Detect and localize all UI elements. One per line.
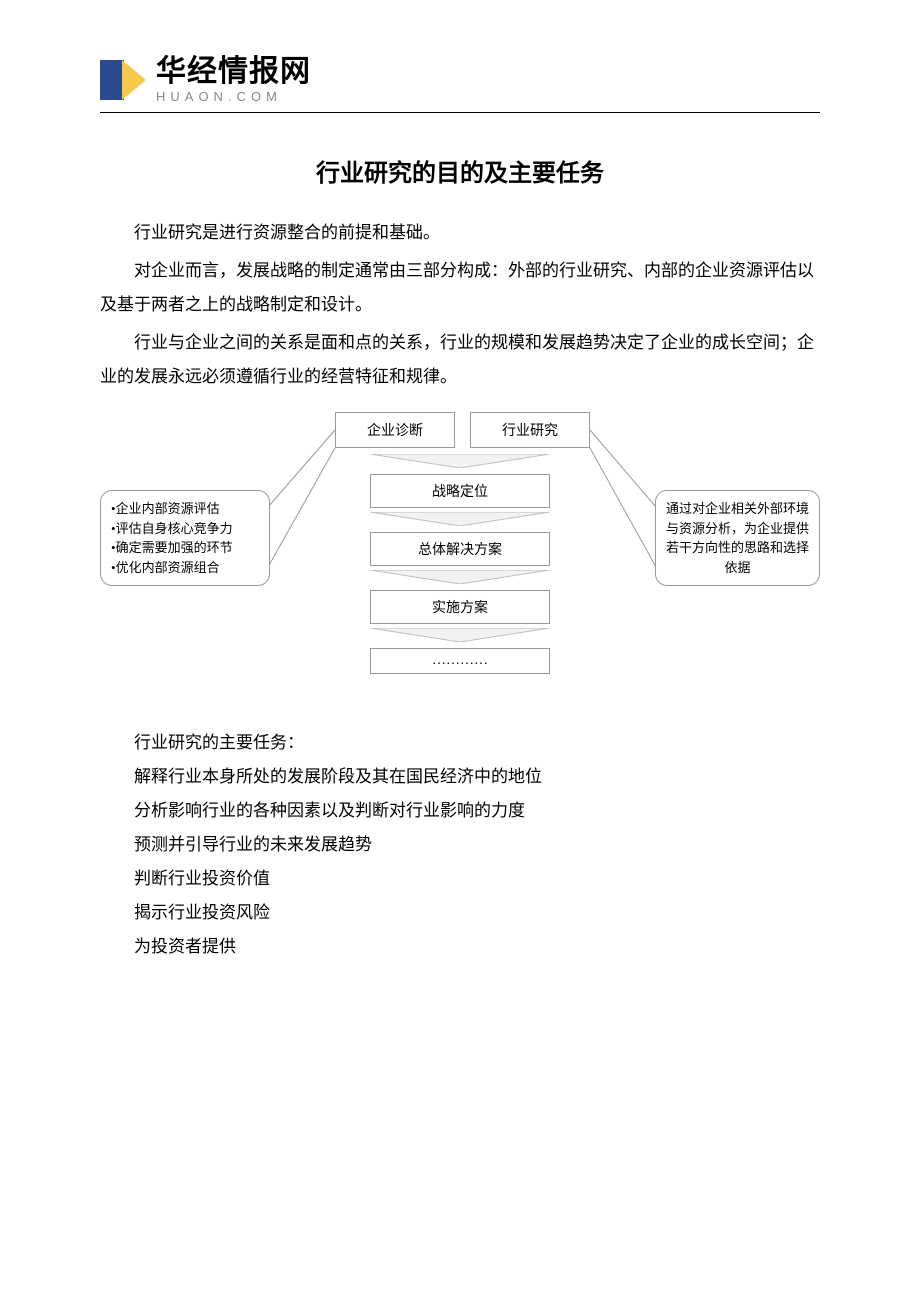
task-item: 预测并引导行业的未来发展趋势	[100, 828, 820, 862]
logo-text: 华经情报网 HUAON.COM	[156, 57, 311, 104]
logo-yellow-shape	[122, 60, 146, 100]
chevron-down-icon	[370, 454, 550, 468]
box-label: 总体解决方案	[418, 539, 502, 559]
task-item: 分析影响行业的各种因素以及判断对行业影响的力度	[100, 794, 820, 828]
box-implementation: 实施方案	[370, 590, 550, 624]
box-ellipsis: …………	[370, 648, 550, 674]
logo-en-text: HUAON.COM	[156, 89, 311, 104]
callout-item: •企业内部资源评估	[111, 499, 259, 519]
callout-right: 通过对企业相关外部环境与资源分析，为企业提供若干方向性的思路和选择依据	[655, 490, 820, 586]
task-item: 为投资者提供	[100, 930, 820, 964]
header-rule	[100, 112, 820, 113]
box-label: 行业研究	[502, 420, 558, 440]
callout-item: •确定需要加强的环节	[111, 538, 259, 558]
logo-header: 华经情报网 HUAON.COM	[100, 56, 820, 104]
box-label: 企业诊断	[367, 420, 423, 440]
chevron-down-icon	[370, 512, 550, 526]
box-label: …………	[432, 653, 488, 669]
paragraph-2: 对企业而言，发展战略的制定通常由三部分构成：外部的行业研究、内部的企业资源评估以…	[100, 254, 820, 322]
box-overall-solution: 总体解决方案	[370, 532, 550, 566]
box-label: 战略定位	[432, 481, 488, 501]
callout-text: 通过对企业相关外部环境与资源分析，为企业提供若干方向性的思路和选择依据	[666, 501, 809, 575]
paragraph-3: 行业与企业之间的关系是面和点的关系，行业的规模和发展趋势决定了企业的成长空间；企…	[100, 326, 820, 394]
tasks-section: 行业研究的主要任务： 解释行业本身所处的发展阶段及其在国民经济中的地位 分析影响…	[100, 726, 820, 964]
box-enterprise-diagnosis: 企业诊断	[335, 412, 455, 448]
flowchart-diagram: 企业诊断 行业研究 战略定位 总体解决方案 实施方案 …………	[100, 412, 820, 702]
logo-blue-shape	[100, 60, 124, 100]
box-industry-research: 行业研究	[470, 412, 590, 448]
task-item: 判断行业投资价值	[100, 862, 820, 896]
callout-item: •优化内部资源组合	[111, 558, 259, 578]
document-page: 华经情报网 HUAON.COM 行业研究的目的及主要任务 行业研究是进行资源整合…	[0, 0, 920, 964]
tasks-heading: 行业研究的主要任务：	[100, 726, 820, 760]
task-item: 揭示行业投资风险	[100, 896, 820, 930]
logo-cn-text: 华经情报网	[156, 57, 311, 87]
chevron-down-icon	[370, 628, 550, 642]
page-title: 行业研究的目的及主要任务	[100, 153, 820, 188]
logo-icon	[100, 56, 148, 104]
chevron-down-icon	[370, 570, 550, 584]
box-label: 实施方案	[432, 597, 488, 617]
task-item: 解释行业本身所处的发展阶段及其在国民经济中的地位	[100, 760, 820, 794]
callout-item: •评估自身核心竞争力	[111, 519, 259, 539]
callout-left: •企业内部资源评估 •评估自身核心竞争力 •确定需要加强的环节 •优化内部资源组…	[100, 490, 270, 586]
paragraph-1: 行业研究是进行资源整合的前提和基础。	[100, 216, 820, 250]
box-strategy-position: 战略定位	[370, 474, 550, 508]
